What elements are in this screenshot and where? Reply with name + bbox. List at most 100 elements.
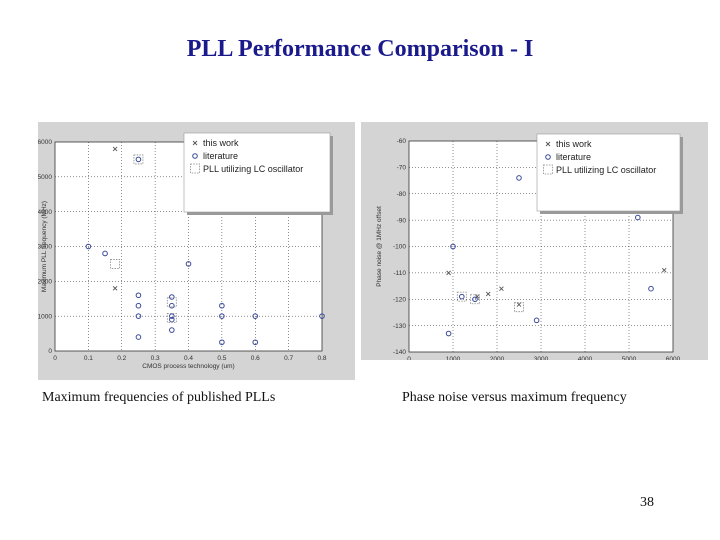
lc-oscillator-marker: [470, 294, 480, 305]
y-tick-label: 4000: [38, 209, 52, 216]
literature-point: [135, 334, 142, 340]
x-tick-label: 1000: [446, 356, 461, 360]
literature-point: [445, 330, 452, 337]
literature-point: [219, 302, 225, 309]
y-tick-label: -90: [397, 217, 407, 224]
x-tick-label: 0.5: [217, 355, 226, 362]
literature-point: [135, 292, 142, 299]
series-literature-point: [445, 175, 654, 337]
y-tick-label: -80: [397, 191, 407, 198]
literature-point: [85, 243, 92, 250]
y-tick-label: -110: [393, 270, 406, 277]
legend-entry: literature: [556, 152, 591, 162]
x-stroke-b: [661, 267, 667, 273]
literature-point: [102, 250, 108, 257]
legend-entry: PLL utilizing LC oscillator: [203, 164, 303, 174]
y-tick-label: 6000: [38, 139, 52, 146]
legend-entry: literature: [203, 151, 238, 161]
this-work-point: [112, 146, 118, 152]
scatter-chart-phase-noise: 0 1000 2000 3000 4000 5000 6000 -140 -130 -120 -11…: [376, 133, 683, 371]
x-stroke-b: [474, 294, 480, 299]
x-tick-label: 5000: [622, 356, 637, 360]
y-tick-label: -120: [393, 296, 406, 303]
x-tick-label: 0.2: [117, 355, 126, 362]
y-tick-label: -140: [393, 349, 406, 356]
x-tick-label: 0: [53, 355, 57, 362]
y-tick-label: 5000: [38, 174, 52, 181]
literature-point: [185, 261, 192, 267]
legend-entry: PLL utilizing LC oscillator: [556, 165, 656, 175]
literature-point: [135, 156, 142, 163]
literature-point: [533, 317, 540, 324]
scatter-chart-max-frequency: 0 0.1 0.2 0.3 0.4 0.5 0.6 0.7 0.8 0 1000 2000 3000 40…: [38, 132, 333, 370]
legend-this-work-icon: [545, 141, 551, 147]
lc-oscillator-marker: [166, 297, 177, 308]
slide-title: PLL Performance Comparison - I: [186, 36, 534, 62]
literature-point: [252, 313, 259, 319]
lc-oscillator-marker: [514, 302, 524, 313]
x-tick-label: 0: [407, 356, 411, 360]
this-work-point: [516, 302, 522, 307]
y-axis-label: Maximum PLL frequency (MHz): [41, 201, 48, 292]
x-tick-label: 0.4: [184, 355, 193, 362]
literature-point: [169, 316, 175, 323]
x-tick-label: 0.3: [151, 355, 160, 362]
x-tick-label: 4000: [578, 356, 593, 360]
y-tick-label: 0: [48, 348, 52, 355]
literature-point: [135, 302, 142, 309]
y-tick-label: -70: [397, 165, 407, 172]
literature-point: [635, 214, 641, 221]
series-this-work-point: [446, 267, 667, 307]
legend-this-work-icon: [192, 140, 198, 146]
legend-lc-icon: [190, 163, 200, 174]
literature-point: [450, 243, 456, 250]
x-tick-label: 2000: [490, 356, 505, 360]
x-tick-label: 0.6: [251, 355, 260, 362]
y-tick-label: 3000: [38, 244, 52, 251]
series-literature-point: [85, 156, 325, 346]
this-work-point: [446, 270, 451, 276]
chart-panel-phase-noise: 0 1000 2000 3000 4000 5000 6000 -140 -130 -120 -11…: [361, 122, 708, 371]
literature-point: [169, 313, 175, 319]
literature-point: [459, 293, 465, 300]
literature-point: [472, 296, 478, 303]
this-work-point: [485, 291, 491, 297]
literature-point: [219, 339, 225, 346]
y-tick-label: -60: [397, 138, 407, 145]
literature-point: [169, 294, 175, 300]
x-tick-label: 6000: [666, 356, 681, 360]
y-tick-label: 1000: [38, 313, 52, 320]
y-tick-label: -130: [393, 323, 406, 330]
this-work-point: [499, 286, 504, 292]
x-stroke-b: [112, 146, 118, 152]
literature-point: [169, 327, 175, 333]
legend-lc-icon: [543, 164, 553, 175]
literature-point: [219, 313, 225, 319]
lc-oscillator-marker: [133, 154, 144, 165]
this-work-point: [661, 267, 667, 273]
page-number: 38: [640, 495, 654, 510]
x-stroke-b: [485, 291, 491, 297]
x-axis-label: CMOS process technology (um): [142, 363, 234, 370]
literature-point: [648, 285, 654, 292]
legend-literature-icon: [545, 154, 551, 160]
legend-box: [536, 133, 681, 212]
x-tick-label: 0.7: [284, 355, 293, 362]
legend-entry: this work: [556, 139, 592, 149]
legend-entry: this work: [203, 138, 239, 148]
this-work-point: [112, 285, 118, 291]
chart-panel-max-frequency: 0 0.1 0.2 0.3 0.4 0.5 0.6 0.7 0.8 0 1000 2000 3000 40…: [38, 122, 355, 380]
x-tick-label: 3000: [534, 356, 549, 360]
x-tick-label: 0.1: [84, 355, 93, 362]
y-tick-label: -100: [393, 244, 406, 251]
x-stroke-b: [545, 141, 551, 147]
y-tick-label: 2000: [38, 279, 52, 286]
literature-point: [169, 302, 175, 309]
literature-point: [135, 313, 142, 319]
literature-point: [319, 313, 325, 319]
x-stroke-b: [499, 286, 504, 292]
lc-oscillator-marker: [110, 259, 120, 269]
legend: this work literature PLL utilizing LC osci…: [183, 132, 333, 215]
literature-point: [252, 339, 259, 346]
series-this-work-point: [112, 146, 118, 291]
